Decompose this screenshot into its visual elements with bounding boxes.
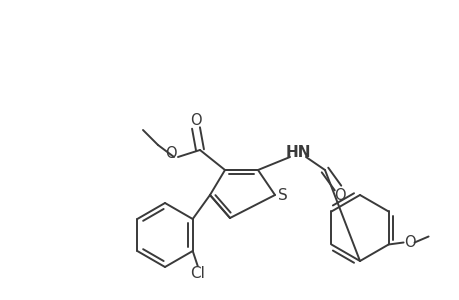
Text: O: O bbox=[333, 188, 345, 203]
Text: O: O bbox=[165, 146, 176, 160]
Text: O: O bbox=[403, 235, 414, 250]
Text: O: O bbox=[190, 112, 202, 128]
Text: HN: HN bbox=[285, 145, 310, 160]
Text: S: S bbox=[278, 188, 287, 202]
Text: Cl: Cl bbox=[190, 266, 205, 281]
